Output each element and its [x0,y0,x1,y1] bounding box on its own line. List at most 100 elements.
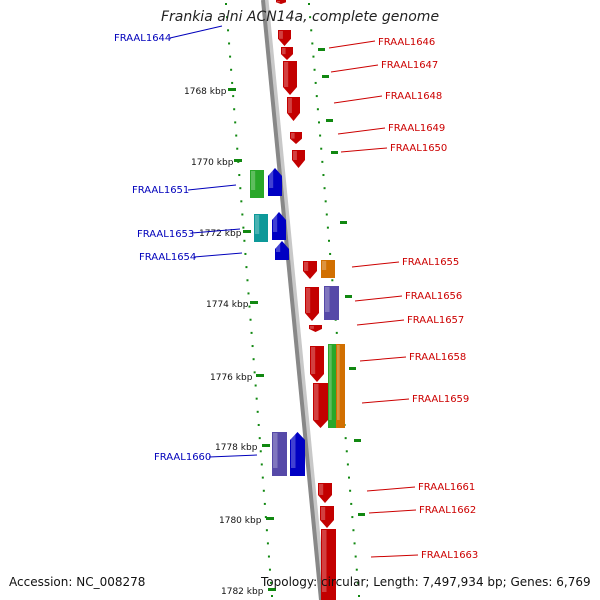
tick-label: 1776 kbp [210,373,253,383]
gene-arrow [278,30,291,46]
guide-dot [349,489,352,492]
guide-dot [259,450,262,453]
gene-arrow-highlight [284,62,289,87]
gene-arrow-highlight [251,171,256,190]
guide-dot [226,16,229,19]
gene-label: FRAAL1646 [378,37,435,48]
gene-arrow [290,132,302,144]
gene-arrow [328,344,337,428]
gene-arrow [292,150,305,168]
gene-arrow-highlight [255,215,260,234]
guide-dot [269,581,272,584]
gene-feature [290,432,305,476]
gene-arrow-highlight [273,213,278,232]
gene-arrow-highlight [306,288,311,313]
guide-dot [241,213,244,216]
gene-arrow [324,286,339,320]
gene-arrow-shade [309,325,322,332]
guide-dot [257,423,260,426]
guide-dot [255,397,258,400]
gene-label: FRAAL1663 [421,550,478,561]
gene-feature [268,168,282,196]
gene-arrow-shade [320,506,334,528]
guide-dot [231,81,234,84]
gene-arrow-highlight [291,133,295,139]
guide-dot [256,410,259,413]
guide-dot [264,516,267,519]
gene-feature [313,383,328,428]
gene-leader-line [366,486,416,492]
gene-leader-line [359,356,407,362]
gene-arrow [268,168,282,196]
gene-arrow-shade [336,344,345,428]
gene-label: FRAAL1660 [154,452,211,463]
gene-label: FRAAL1657 [407,315,464,326]
guide-dot [244,252,247,255]
guide-dot [346,463,349,466]
gene-arrow [309,325,322,332]
guide-dot [252,358,255,361]
guide-dot [323,187,326,190]
gene-arrow-shade [290,432,305,476]
gene-arrow-shade [272,212,286,240]
gene-feature [275,241,289,260]
gene-arrow-shade [305,287,319,321]
guide-dot [265,529,268,532]
gene-label: FRAAL1653 [137,229,194,240]
gene-arrow-highlight [321,507,326,520]
guide-dot [348,476,350,479]
guide-dot [250,331,253,334]
gene-feature [290,132,302,144]
gene-label: FRAAL1644 [114,33,171,44]
gene-arrow-shade [250,170,264,198]
gene-feature [321,529,336,600]
gene-feature [305,287,319,321]
gene-arrow-highlight [314,384,319,420]
tick-mark [234,159,242,162]
gene-arrow [272,432,287,476]
gene-features [250,0,345,600]
guide-dot [245,266,248,269]
tick-label: 1780 kbp [219,516,262,526]
gene-label: FRAAL1658 [409,352,466,363]
guide-dot [242,226,245,229]
tick-mark [250,301,258,304]
gene-leader-line [330,64,379,73]
guide-dot [351,516,354,519]
gene-arrow-shade [292,150,305,168]
tick-mark [256,374,264,377]
gene-arrow-shade [303,261,317,279]
guide-dot [355,568,358,571]
gene-label: FRAAL1656 [405,291,462,302]
gene-feature [287,97,300,121]
gene-feature [281,47,293,60]
gene-leader-line [193,252,243,258]
guide-dot [249,318,252,321]
gene-leader-line [340,147,388,153]
gene-feature [272,432,287,476]
gene-arrow-shade [318,483,332,503]
gene-arrow [290,432,305,476]
gene-feature [328,344,337,428]
gene-label: FRAAL1648 [385,91,442,102]
gene-arrow [275,241,289,260]
tick-label: 1768 kbp [184,87,227,97]
guide-dot [254,384,257,387]
tick-label: 1770 kbp [191,158,234,168]
gene-arrow [254,214,268,242]
gene-feature [250,170,264,198]
gene-arrow [281,47,293,60]
gene-label: FRAAL1661 [418,482,475,493]
tick-mark [228,88,236,91]
guide-dot [310,29,313,32]
gene-leader-line [361,398,410,404]
gene-arrow [313,383,328,428]
gene-arrow-shade [268,168,282,196]
gene-arrow-highlight [325,287,330,312]
gene-label: FRAAL1650 [390,143,447,154]
guide-dot [324,200,327,203]
gene-arrow-shade [283,61,297,95]
guide-dot [344,437,347,440]
gene-feature [309,325,322,332]
gene-arrow [276,0,286,4]
